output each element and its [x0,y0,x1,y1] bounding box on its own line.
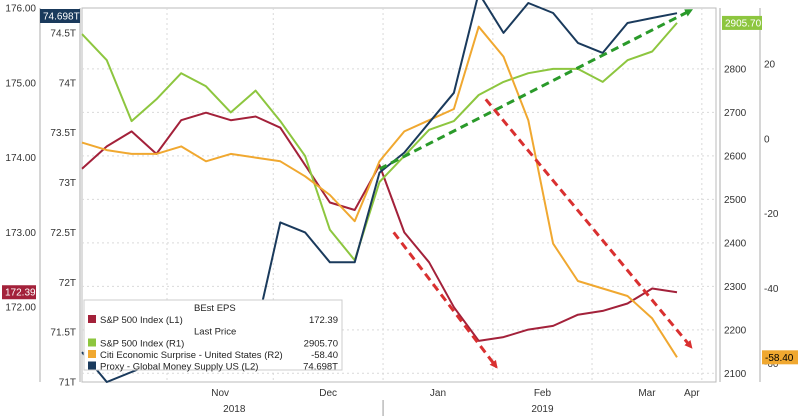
x-tick-label: Dec [319,388,337,399]
tick-label-r2: 0 [764,134,770,145]
legend-label: S&P 500 Index (R1) [100,339,184,350]
tick-label-r1: 2700 [724,108,747,119]
tick-label-r1: 2300 [724,282,747,293]
badge-l2 [40,9,80,23]
badge-l1 [2,285,36,300]
tick-label-r1: 2200 [724,325,747,336]
badge-r2 [762,350,798,365]
tick-label-r1: 2400 [724,238,747,249]
trend-arrows [378,8,693,369]
legend-swatch [88,361,96,370]
tick-label-l2: 73.5T [50,128,76,139]
tick-label-l2: 71.5T [50,328,76,339]
series-line-r2 [81,25,678,358]
tick-label-r1: 2600 [724,151,747,162]
x-year-label: 2019 [531,404,554,415]
legend-value: 172.39 [309,315,338,326]
tick-label-l1: 176.00 [5,4,36,15]
tick-label-l1: 175.00 [5,78,36,89]
tick-label-l1: 173.00 [5,228,36,239]
legend: BEst EPS S&P 500 Index (L1) 172.39 Last Pri… [83,299,343,373]
legend-swatch [88,350,96,358]
tick-label-l2: 73T [59,178,76,189]
trend-arrow-2 [392,231,498,369]
tick-label-l2: 72.5T [50,228,76,239]
legend-box [83,299,343,371]
x-tick-label: Jan [430,388,446,399]
trend-arrow-1 [378,8,693,171]
x-tick-label: Apr [684,388,700,399]
tick-label-r1: 2800 [724,64,747,75]
x-year-label: 2018 [223,404,246,415]
legend-label: Proxy - Global Money Supply US (L2) [100,362,258,373]
legend-label: S&P 500 Index (L1) [100,315,183,326]
tick-label-r2: -20 [764,209,779,220]
legend-swatch [88,338,96,347]
badge-text-r2: -58.40 [765,353,794,364]
legend-heading: Last Price [194,327,236,338]
trend-arrow-3 [484,98,693,349]
x-tick-label: Mar [638,388,656,399]
legend-value: -58.40 [311,350,338,361]
badge-text-l1: 172.39 [5,288,36,299]
legend-value: 74.698T [303,362,338,373]
tick-label-r2: -40 [764,284,779,295]
x-tick-label: Nov [211,388,229,399]
tick-label-l2: 71T [59,378,76,389]
legend-heading: BEst EPS [194,303,236,314]
legend-value: 2905.70 [304,339,338,350]
badge-text-r1: 2905.70 [725,18,762,29]
tick-label-l2: 74T [59,78,76,89]
plot-frame [81,7,717,383]
tick-label-l1: 174.00 [5,153,36,164]
tick-label-r1: 2100 [724,369,747,380]
tick-label-r1: 2500 [724,195,747,206]
badge-r1 [722,15,762,30]
series-line-l1 [81,111,678,342]
tick-label-l2: 74.5T [50,28,76,39]
tick-label-l2: 72T [59,278,76,289]
x-tick-label: Feb [534,388,552,399]
legend-label: Citi Economic Surprise - United States (… [100,350,283,361]
legend-swatch [88,315,96,323]
tick-label-l1: 172.00 [5,303,36,314]
tick-label-r2: 20 [764,60,776,71]
badge-text-l2: 74.698T [43,12,80,23]
